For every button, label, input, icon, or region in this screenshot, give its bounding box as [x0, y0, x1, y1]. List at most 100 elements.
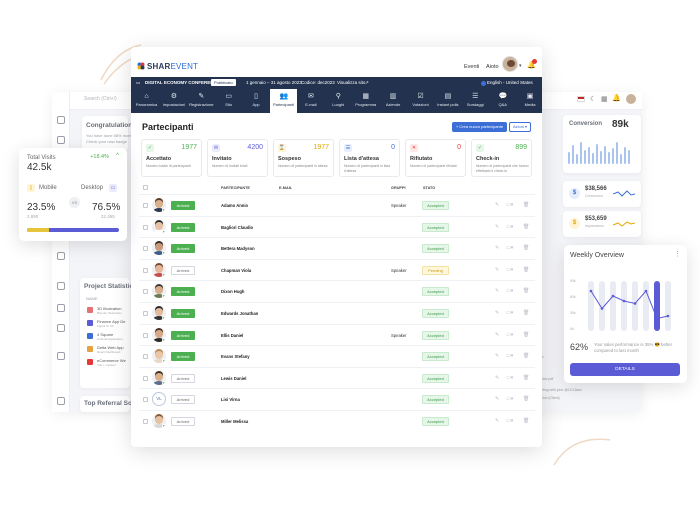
avatar[interactable]	[152, 349, 166, 364]
sidebar-card-icon[interactable]	[57, 324, 65, 332]
nav-item-luoghi[interactable]: ⚲ Luoghi	[325, 89, 352, 113]
row-checkbox[interactable]	[143, 289, 148, 295]
participant-name[interactable]: Lewis Daniel	[221, 375, 247, 381]
table-row[interactable]: Arrived Bagliori Claudio Accepted ✎ ▭▾ 🗑	[139, 215, 535, 237]
project-item[interactable]: Delta Web App React Dashboard	[87, 345, 132, 355]
more-menu-icon[interactable]: ▭▾	[506, 223, 514, 230]
delete-icon[interactable]: 🗑	[523, 266, 530, 273]
arrival-toggle[interactable]: Arrived	[171, 309, 195, 318]
delete-icon[interactable]: 🗑	[523, 396, 530, 403]
more-menu-icon[interactable]: ▭▾	[506, 396, 514, 403]
edit-icon[interactable]: ✎	[495, 202, 500, 208]
participant-name[interactable]: Bagliori Claudio	[221, 224, 254, 230]
table-row[interactable]: Arrived Chapman Viola Speaker Pending ✎ ▭▾ 🗑	[139, 258, 535, 280]
table-row[interactable]: VL Arrived Lisi Virna Accepted ✎ ▭▾ 🗑	[139, 388, 535, 409]
table-row[interactable]: Arrived Ellis Daniel Speaker Accepted ✎ ▭▾ 🗑	[139, 323, 535, 345]
arrival-toggle[interactable]: Arrived	[171, 222, 195, 232]
more-menu-icon[interactable]: ▭▾	[506, 266, 514, 273]
table-row[interactable]: Arrived Adamo Annio Speaker Accepted ✎ ▭▾ 🗑	[139, 194, 535, 215]
row-checkbox[interactable]	[143, 332, 148, 338]
participant-name[interactable]: Evans Stefany	[221, 354, 250, 360]
participant-name[interactable]: Bettera Madyson	[221, 246, 255, 252]
table-row[interactable]: Arrived Bettera Madyson Accepted ✎ ▭▾ 🗑	[139, 237, 535, 258]
sidebar-chart-icon[interactable]	[57, 352, 65, 360]
nav-item-programma[interactable]: ▦ Programma	[352, 89, 379, 113]
column-header-participant[interactable]: PARTECIPANTE	[221, 186, 250, 190]
sidebar-layers-icon[interactable]	[57, 282, 65, 290]
stat-card-sospeso[interactable]: ⌛ 1977 Sospeso Numero di partecipanti in at…	[273, 139, 334, 177]
nav-item-panoramica[interactable]: ⌂ Panoramica	[133, 89, 160, 113]
project-item[interactable]: eCommerce We Vue + Laravel	[87, 358, 132, 368]
actions-dropdown-button[interactable]: Azioni ▾	[509, 122, 531, 132]
row-checkbox[interactable]	[143, 224, 148, 230]
edit-icon[interactable]: ✎	[495, 353, 500, 360]
nav-item-e-mail[interactable]: ✉ E-mail	[297, 89, 324, 113]
more-menu-icon[interactable]: ▭▾	[506, 202, 514, 208]
more-menu-icon[interactable]: ▭▾	[506, 331, 514, 338]
row-checkbox[interactable]	[143, 397, 148, 403]
project-item[interactable]: 4 Square Android Application	[87, 332, 132, 342]
edit-icon[interactable]: ✎	[495, 396, 500, 403]
more-menu-icon[interactable]: ▭▾	[506, 310, 514, 316]
avatar[interactable]	[152, 284, 166, 299]
table-row[interactable]: Arrived Edwards Jonathan Accepted ✎ ▭▾ 🗑	[139, 302, 535, 323]
edit-icon[interactable]: ✎	[495, 266, 500, 273]
external-link-icon[interactable]: ↗	[365, 80, 369, 85]
participant-name[interactable]: Ellis Daniel	[221, 332, 244, 338]
more-menu-icon[interactable]: ▭▾	[506, 418, 514, 424]
avatar[interactable]: VL	[152, 392, 166, 407]
avatar[interactable]	[152, 219, 166, 234]
row-checkbox[interactable]	[143, 246, 148, 252]
delete-icon[interactable]: 🗑	[523, 353, 530, 360]
edit-icon[interactable]: ✎	[495, 418, 500, 424]
stat-card-rifiutato[interactable]: ✕ 0 Rifiutato Numero di partecipanti rifiut…	[405, 139, 466, 177]
more-menu-icon[interactable]: ▭▾	[506, 353, 514, 360]
nav-item-impostazioni[interactable]: ⚙ Impostazioni	[160, 89, 187, 113]
nav-item-media[interactable]: ▣ Media	[517, 89, 542, 113]
details-button[interactable]: DETAILS	[570, 363, 680, 376]
sidebar-home-icon[interactable]	[57, 116, 65, 124]
stat-card-lista-d-attesa[interactable]: ☰ 0 Lista d'attesa Numero di partecipanti i…	[339, 139, 400, 177]
table-row[interactable]: Arrived Evans Stefany Accepted ✎ ▭▾ 🗑	[139, 345, 535, 366]
column-header-email[interactable]: E-MAIL	[279, 186, 293, 190]
participant-name[interactable]: Miller Melissa	[221, 419, 249, 424]
delete-icon[interactable]: 🗑	[523, 418, 530, 424]
column-header-status[interactable]: STATO	[423, 186, 436, 190]
edit-icon[interactable]: ✎	[495, 245, 500, 252]
more-options-icon[interactable]: ⋮	[674, 251, 681, 258]
edit-icon[interactable]: ✎	[495, 223, 500, 230]
nav-item-app[interactable]: ▯ App	[243, 89, 270, 113]
participant-name[interactable]: Dixon Hugh	[221, 289, 245, 295]
nav-item-instant-polls[interactable]: ▤ Instant polls	[434, 89, 461, 113]
create-participant-button[interactable]: + Crea nuovo partecipante	[452, 122, 507, 132]
nav-item-registrazione[interactable]: ✎ Registrazione	[188, 89, 215, 113]
visit-site-link[interactable]: Visualizza sito	[337, 80, 366, 85]
avatar[interactable]	[152, 241, 166, 256]
language-select[interactable]: English - United States	[487, 80, 533, 85]
flag-icon[interactable]	[577, 96, 585, 102]
edit-icon[interactable]: ✎	[495, 374, 500, 381]
edit-icon[interactable]: ✎	[495, 331, 500, 338]
row-checkbox[interactable]	[143, 419, 148, 424]
sidebar-calendar-icon[interactable]	[57, 252, 65, 260]
arrival-toggle[interactable]: Arrived	[171, 352, 195, 362]
background-search-input[interactable]: Search (Ctrl+/)	[84, 96, 117, 102]
arrival-toggle[interactable]: Arrived	[171, 395, 195, 405]
app-logo[interactable]: SHAREVENT	[147, 62, 198, 71]
more-menu-icon[interactable]: ▭▾	[506, 245, 514, 252]
edit-icon[interactable]: ✎	[495, 310, 500, 316]
nav-item-partecipanti[interactable]: 👥 Partecipanti	[270, 89, 297, 113]
arrival-toggle[interactable]: Arrived	[171, 417, 195, 426]
table-row[interactable]: Arrived Dixon Hugh Accepted ✎ ▭▾ 🗑	[139, 280, 535, 301]
row-checkbox[interactable]	[143, 311, 148, 316]
user-name[interactable]: Aioto	[486, 64, 499, 70]
row-checkbox[interactable]	[143, 203, 148, 208]
grid-icon[interactable]: ▦	[601, 96, 608, 103]
theme-icon[interactable]: ☾	[590, 96, 597, 103]
sidebar-grid-icon[interactable]	[57, 397, 65, 405]
avatar[interactable]	[152, 198, 166, 212]
arrival-toggle[interactable]: Arrived	[171, 201, 195, 210]
sidebar-box-icon[interactable]	[57, 304, 65, 312]
nav-item-q-a[interactable]: 💬 Q&A	[489, 89, 516, 113]
delete-icon[interactable]: 🗑	[523, 310, 530, 316]
